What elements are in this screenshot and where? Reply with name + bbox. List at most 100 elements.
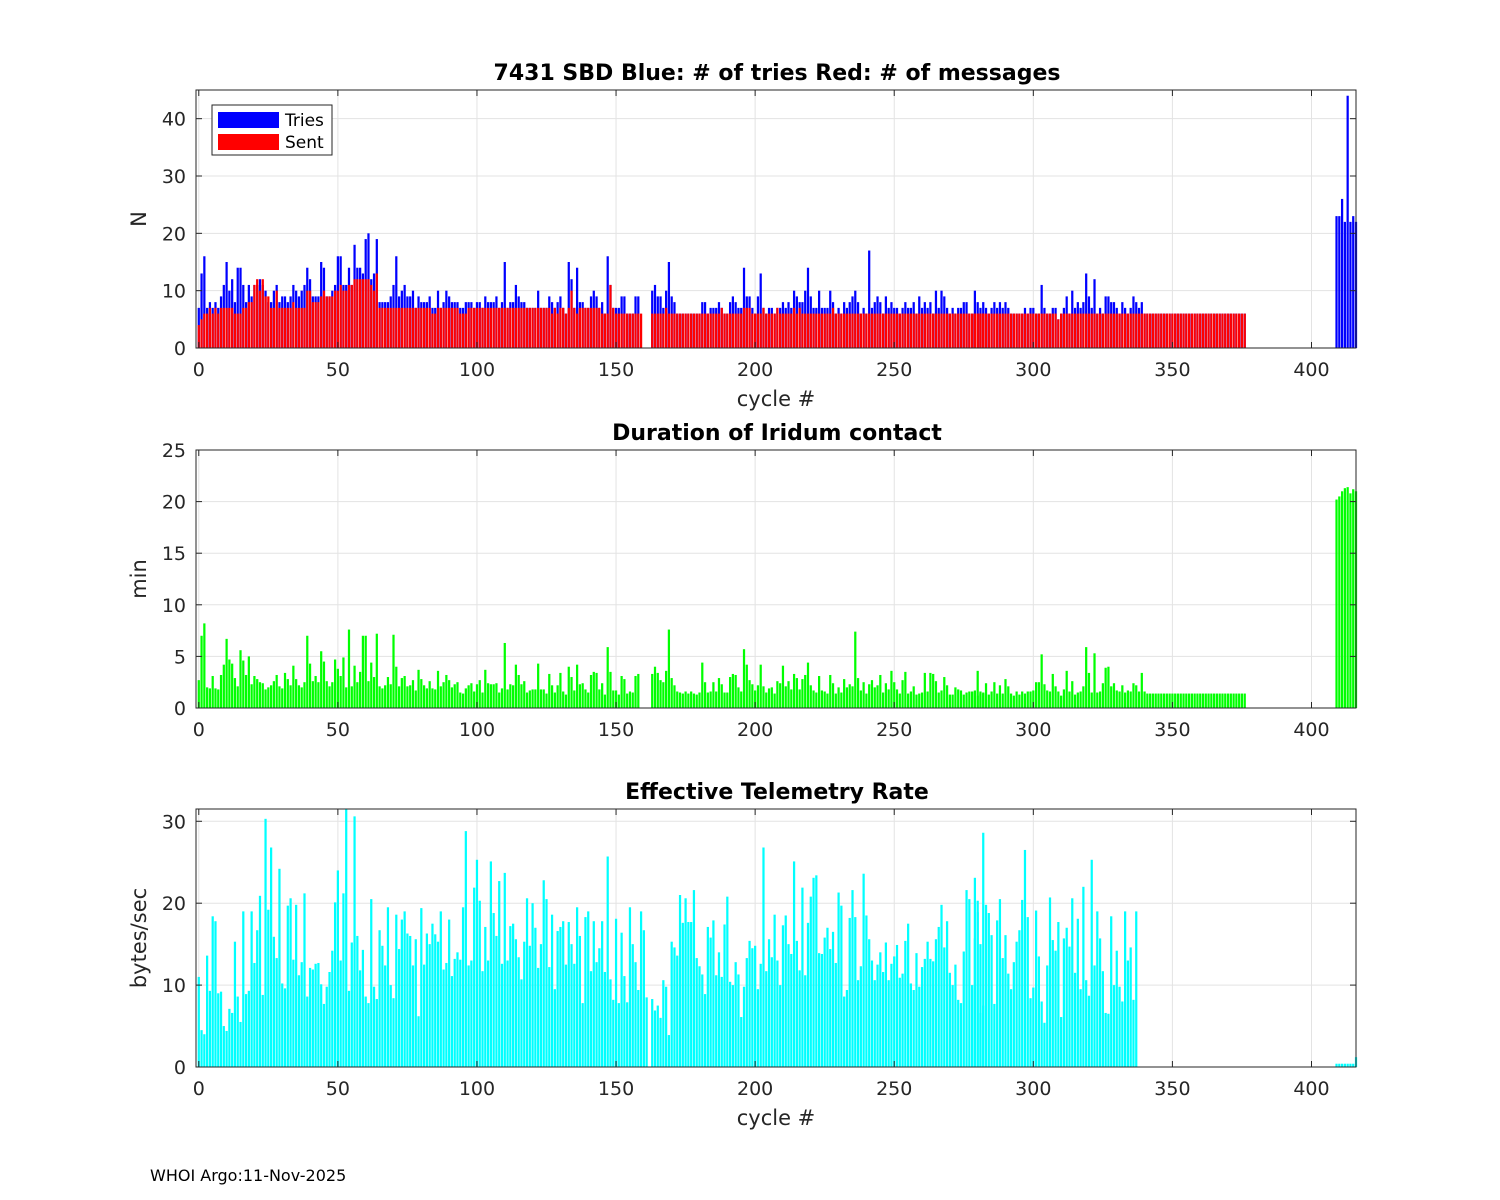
bar-duration [887,689,890,708]
bar-sent [656,313,659,348]
bar-sent [197,325,200,348]
bar-duration [854,631,857,708]
bar-sent [295,307,298,348]
bar-rate [728,981,732,1067]
bar-sent [464,313,467,348]
bar-duration [1057,691,1060,708]
bar-duration [681,693,684,708]
bar-sent [873,313,876,348]
bar-sent [406,307,409,348]
bar-rate [550,914,554,1067]
bar-sent [489,307,492,348]
bar-duration [754,690,757,708]
x-tick-label: 50 [326,719,350,741]
bar-duration [303,682,306,708]
x-tick-label: 150 [598,1078,634,1100]
bar-sent [534,307,537,348]
x-tick-label: 200 [737,359,773,381]
bar-duration [904,671,907,708]
bar-rate [445,962,448,1067]
bar-duration [968,691,971,708]
bar-sent [1196,313,1199,348]
panel2-bars [197,487,1358,708]
bar-sent [225,307,228,348]
bar-duration [756,685,760,708]
bar-rate [751,948,754,1067]
panel1-xlabel: cycle # [737,387,816,411]
bar-sent [236,313,239,348]
bar-rate [361,949,365,1067]
bar-duration [386,677,390,708]
bar-duration [333,659,337,708]
bar-duration [1226,693,1230,708]
bar-rate [823,937,826,1067]
bar-rate [795,940,798,1067]
bar-duration [1079,691,1082,708]
bar-duration [392,634,395,708]
bar-sent [1135,313,1138,348]
bar-rate [1034,910,1038,1067]
bar-duration [456,682,459,708]
bar-sent [662,313,665,348]
y-tick-label: 30 [162,166,186,188]
bar-sent [626,313,629,348]
bar-sent [639,313,643,348]
bar-sent [998,313,1002,348]
bar-sent [478,307,481,348]
bar-sent [506,307,509,348]
bar-duration [339,676,342,708]
bar-duration [1340,491,1344,708]
bar-duration [1009,693,1013,708]
bar-sent [359,279,362,348]
bar-rate [353,816,356,1067]
bar-duration [637,673,640,708]
bar-duration [831,683,835,708]
bar-rate [734,962,737,1067]
bar-rate [211,916,214,1067]
bar-sent [926,313,929,348]
bar-sent [1098,313,1102,348]
bar-duration [751,684,754,708]
bar-rate [831,931,835,1067]
bar-sent [834,313,837,348]
bar-sent [367,279,370,348]
bar-rate [1126,960,1130,1067]
bar-duration [528,690,531,708]
x-tick-label: 200 [737,719,773,741]
bar-rate [1118,986,1121,1067]
bar-sent [420,307,423,348]
bar-rate [409,935,412,1067]
bar-rate [473,887,476,1067]
bar-duration [1004,679,1007,708]
bar-duration [617,694,620,708]
bar-sent [1085,313,1088,348]
bar-rate [798,970,801,1067]
legend-label-sent: Sent [285,133,324,153]
bar-sent [1218,313,1221,348]
bar-duration [829,674,832,708]
bar-sent [272,307,276,348]
bar-tries [225,262,228,348]
bar-rate [208,990,212,1067]
bar-sent [984,313,988,348]
bar-rate [923,958,926,1067]
bar-duration [239,650,242,708]
x-tick-label: 0 [193,719,205,741]
bar-tries [806,267,810,348]
panel1-ticks: 0 50 100 150 200 250 300 350 400 0 10 20 30 40 [162,90,1356,381]
bar-rate [695,958,698,1067]
bar-rate [1015,941,1018,1067]
bar-duration [1201,693,1205,708]
bar-rate [815,875,818,1067]
x-tick-label: 350 [1154,719,1190,741]
panel3-title: Effective Telemetry Rate [625,780,929,805]
bar-rate [1085,980,1088,1067]
bar-rate [656,1005,659,1067]
bar-duration [943,677,946,708]
bar-rate [509,926,512,1067]
x-tick-label: 200 [737,1078,773,1100]
bar-sent [790,313,793,348]
bar-sent [1079,313,1082,348]
bar-rate [539,944,543,1067]
bar-sent [264,296,267,348]
